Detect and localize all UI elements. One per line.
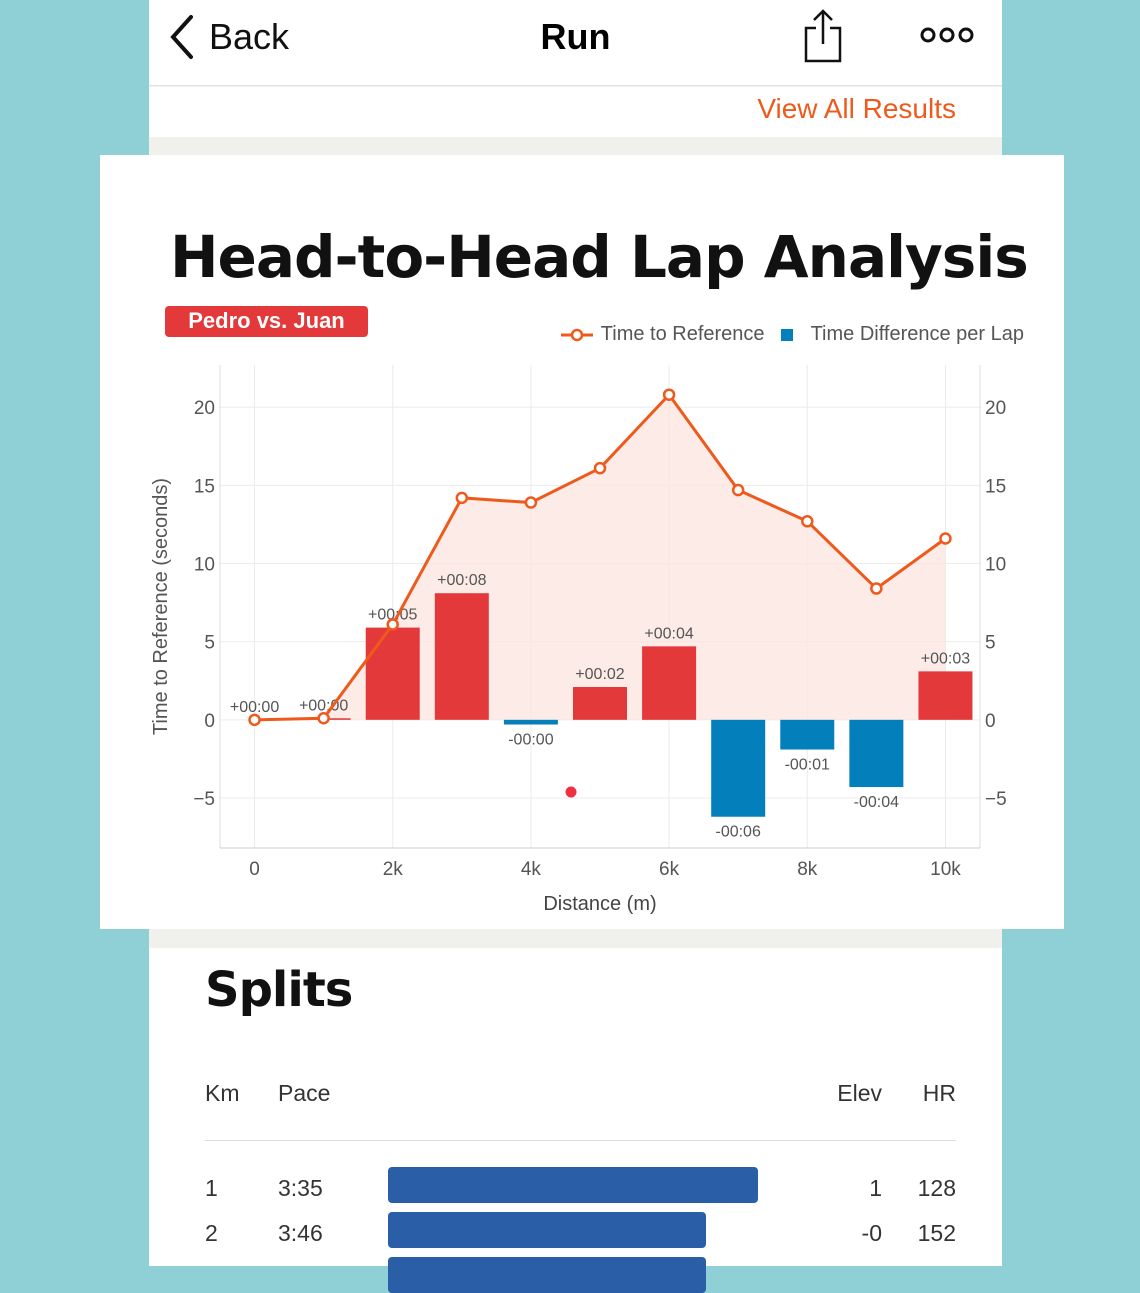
card-title: Head-to-Head Lap Analysis (170, 223, 1029, 291)
header-km: Km (205, 1080, 240, 1106)
bar (573, 687, 627, 720)
page-title: Run (540, 16, 611, 57)
splits-title: Splits (205, 962, 353, 1018)
bar (434, 593, 489, 720)
line-point (386, 618, 399, 631)
header-pace: Pace (278, 1080, 331, 1106)
pace-bar (388, 1257, 707, 1293)
y-tick-label: 0 (204, 711, 215, 732)
results-bar: View All Results (149, 87, 1002, 137)
y-tick-label: 20 (194, 398, 215, 419)
bar-data-label: +00:08 (437, 572, 486, 589)
bar (503, 719, 558, 725)
line-point (870, 582, 883, 595)
x-tick-label: 6k (659, 859, 680, 880)
lap-analysis-chart: −5 −5 0 0 5 5 10 10 15 15 20 20 0 2k 4k 6k 8k 10k +00:00 +0… (150, 365, 1007, 915)
line-point (317, 712, 330, 725)
bar (711, 719, 766, 817)
line-point (593, 461, 607, 475)
bar-data-label: +00:04 (644, 625, 693, 642)
header-elev: Elev (837, 1080, 882, 1106)
bar (642, 646, 697, 720)
cursor-dot (565, 786, 577, 798)
line-point (939, 532, 952, 545)
y2-tick-label: 20 (985, 398, 1006, 419)
share-icon[interactable] (804, 8, 844, 64)
split-km: 2 (205, 1220, 218, 1246)
bar-data-label: +00:02 (575, 666, 624, 683)
split-elev: -0 (861, 1220, 882, 1246)
bar-data-label: -00:01 (785, 757, 830, 774)
split-hr: 128 (917, 1175, 956, 1201)
divider (205, 1140, 956, 1141)
line-point (248, 713, 261, 727)
chevron-left-icon (170, 15, 193, 59)
y-tick-label: 10 (194, 555, 215, 576)
header-hr: HR (922, 1080, 956, 1106)
y-tick-label: 15 (194, 476, 215, 497)
comparison-badge: Pedro vs. Juan (165, 306, 368, 337)
area-fill (254, 394, 946, 720)
y-tick-label: 5 (204, 633, 215, 654)
split-hr: 152 (917, 1220, 956, 1246)
more-icon[interactable] (919, 24, 975, 46)
bar (849, 719, 904, 788)
splits-section: Splits Km Pace Elev HR 1 3:35 1 128 2 3:46 -0 1… (149, 948, 1002, 1293)
bar-data-label: +00:00 (299, 697, 348, 714)
line-point (801, 515, 814, 528)
pace-bar (388, 1167, 758, 1203)
split-pace: 3:35 (278, 1175, 323, 1201)
bar-data-label: +00:00 (230, 699, 279, 716)
x-tick-label: 8k (797, 859, 818, 880)
bar-data-label: +00:03 (921, 650, 970, 667)
nav-bar: Back Run (149, 0, 1002, 86)
bar-data-label: -00:04 (854, 794, 899, 811)
x-tick-label: 2k (383, 859, 404, 880)
bar-data-label: +00:05 (368, 607, 417, 624)
bar-legend-icon (780, 328, 793, 341)
pace-bar (388, 1212, 707, 1248)
y2-tick-label: 0 (985, 711, 996, 732)
view-all-results-link[interactable]: View All Results (757, 93, 956, 124)
line-point (455, 491, 469, 505)
back-button[interactable]: Back (169, 14, 289, 60)
line-point (524, 496, 538, 509)
line-point (662, 388, 676, 401)
bar-data-label: -00:00 (508, 732, 553, 749)
line-legend-icon (560, 328, 593, 341)
bar-data-label: -00:06 (715, 824, 760, 841)
x-tick-label: 10k (930, 859, 961, 880)
legend-bar-label: Time Difference per Lap (810, 323, 1024, 345)
x-tick-label: 4k (521, 859, 542, 880)
y2-tick-label: 5 (985, 633, 996, 654)
bar (780, 719, 835, 750)
split-km: 1 (205, 1175, 218, 1201)
line-point (731, 483, 745, 497)
legend-line-label: Time to Reference (600, 323, 765, 345)
split-elev: 1 (869, 1175, 882, 1201)
x-axis-title: Distance (m) (543, 893, 656, 915)
chart-legend: Time to Reference Time Difference per La… (560, 323, 1024, 346)
y-tick-label: −5 (193, 789, 215, 810)
x-tick-label: 0 (249, 859, 260, 880)
back-label: Back (209, 16, 290, 57)
bar (918, 671, 973, 720)
bar (365, 627, 420, 720)
split-pace: 3:46 (278, 1220, 323, 1246)
y2-tick-label: 15 (985, 476, 1006, 497)
y2-tick-label: −5 (985, 789, 1007, 810)
y2-tick-label: 10 (985, 555, 1006, 576)
lap-analysis-card: −5 −5 0 0 5 5 10 10 15 15 20 20 0 2k 4k 6k 8k 10k +00:00 +0… (100, 155, 1064, 929)
y-axis-title: Time to Reference (seconds) (150, 478, 172, 735)
